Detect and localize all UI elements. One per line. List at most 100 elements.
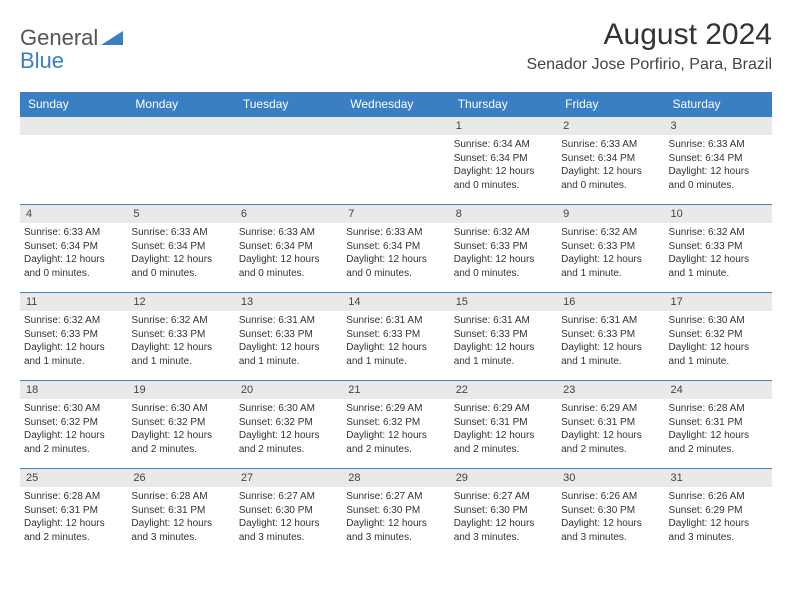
sunset-line: Sunset: 6:31 PM	[561, 416, 660, 430]
day-number: 4	[20, 205, 127, 223]
day-details: Sunrise: 6:27 AMSunset: 6:30 PMDaylight:…	[235, 487, 342, 548]
calendar-body: 1Sunrise: 6:34 AMSunset: 6:34 PMDaylight…	[20, 117, 772, 557]
sunset-line: Sunset: 6:30 PM	[454, 504, 553, 518]
sunset-line: Sunset: 6:33 PM	[561, 240, 660, 254]
calendar-cell	[342, 117, 449, 205]
sunset-line: Sunset: 6:32 PM	[239, 416, 338, 430]
calendar-cell: 8Sunrise: 6:32 AMSunset: 6:33 PMDaylight…	[450, 205, 557, 293]
calendar-cell: 13Sunrise: 6:31 AMSunset: 6:33 PMDayligh…	[235, 293, 342, 381]
daylight-line: Daylight: 12 hours and 1 minute.	[454, 341, 553, 368]
calendar-cell: 1Sunrise: 6:34 AMSunset: 6:34 PMDaylight…	[450, 117, 557, 205]
calendar-cell: 4Sunrise: 6:33 AMSunset: 6:34 PMDaylight…	[20, 205, 127, 293]
calendar-row: 25Sunrise: 6:28 AMSunset: 6:31 PMDayligh…	[20, 469, 772, 557]
calendar-cell: 21Sunrise: 6:29 AMSunset: 6:32 PMDayligh…	[342, 381, 449, 469]
day-number: 29	[450, 469, 557, 487]
sunset-line: Sunset: 6:33 PM	[561, 328, 660, 342]
sunset-line: Sunset: 6:32 PM	[24, 416, 123, 430]
calendar-header-row: SundayMondayTuesdayWednesdayThursdayFrid…	[20, 92, 772, 117]
page-title: August 2024	[527, 18, 772, 52]
weekday-header: Monday	[127, 92, 234, 117]
calendar-cell: 18Sunrise: 6:30 AMSunset: 6:32 PMDayligh…	[20, 381, 127, 469]
day-details: Sunrise: 6:29 AMSunset: 6:31 PMDaylight:…	[450, 399, 557, 460]
daylight-line: Daylight: 12 hours and 0 minutes.	[669, 165, 768, 192]
calendar-cell: 29 Sunrise: 6:27 AMSunset: 6:30 PMDayligh…	[450, 469, 557, 557]
day-details: Sunrise: 6:30 AMSunset: 6:32 PMDaylight:…	[235, 399, 342, 460]
calendar-table: SundayMondayTuesdayWednesdayThursdayFrid…	[20, 92, 772, 557]
sunrise-line: Sunrise: 6:28 AM	[669, 402, 768, 416]
daylight-line: Daylight: 12 hours and 0 minutes.	[454, 165, 553, 192]
sunset-line: Sunset: 6:30 PM	[561, 504, 660, 518]
logo-text: General Blue	[20, 26, 123, 72]
sunrise-line: Sunrise: 6:29 AM	[561, 402, 660, 416]
day-number: 22	[450, 381, 557, 399]
calendar-row: 1Sunrise: 6:34 AMSunset: 6:34 PMDaylight…	[20, 117, 772, 205]
weekday-header: Wednesday	[342, 92, 449, 117]
calendar-cell: 3Sunrise: 6:33 AMSunset: 6:34 PMDaylight…	[665, 117, 772, 205]
daylight-line: Daylight: 12 hours and 1 minute.	[561, 341, 660, 368]
day-details: Sunrise: 6:32 AMSunset: 6:33 PMDaylight:…	[557, 223, 664, 284]
day-details: Sunrise: 6:32 AMSunset: 6:33 PMDaylight:…	[665, 223, 772, 284]
sunset-line: Sunset: 6:33 PM	[131, 328, 230, 342]
day-number: 10	[665, 205, 772, 223]
daylight-line: Daylight: 12 hours and 3 minutes.	[346, 517, 445, 544]
daylight-line: Daylight: 12 hours and 2 minutes.	[24, 429, 123, 456]
weekday-header: Saturday	[665, 92, 772, 117]
daylight-line: Daylight: 12 hours and 0 minutes.	[346, 253, 445, 280]
sunset-line: Sunset: 6:31 PM	[24, 504, 123, 518]
sunset-line: Sunset: 6:33 PM	[346, 328, 445, 342]
day-details: Sunrise: 6:30 AMSunset: 6:32 PMDaylight:…	[127, 399, 234, 460]
day-details: Sunrise: 6:32 AMSunset: 6:33 PMDaylight:…	[20, 311, 127, 372]
sunrise-line: Sunrise: 6:32 AM	[131, 314, 230, 328]
day-details: Sunrise: 6:33 AMSunset: 6:34 PMDaylight:…	[235, 223, 342, 284]
sunrise-line: Sunrise: 6:29 AM	[454, 402, 553, 416]
sunrise-line: Sunrise: 6:27 AM	[454, 490, 553, 504]
day-number: 5	[127, 205, 234, 223]
calendar-cell: 2Sunrise: 6:33 AMSunset: 6:34 PMDaylight…	[557, 117, 664, 205]
day-details: Sunrise: 6:30 AMSunset: 6:32 PMDaylight:…	[20, 399, 127, 460]
day-number: 9	[557, 205, 664, 223]
day-details: Sunrise: 6:31 AMSunset: 6:33 PMDaylight:…	[557, 311, 664, 372]
day-number-empty	[127, 117, 234, 135]
day-number: 14	[342, 293, 449, 311]
day-details: Sunrise: 6:32 AMSunset: 6:33 PMDaylight:…	[450, 223, 557, 284]
sunset-line: Sunset: 6:32 PM	[669, 328, 768, 342]
sunrise-line: Sunrise: 6:33 AM	[24, 226, 123, 240]
day-number: 8	[450, 205, 557, 223]
day-details: Sunrise: 6:28 AMSunset: 6:31 PMDaylight:…	[20, 487, 127, 548]
sunrise-line: Sunrise: 6:32 AM	[561, 226, 660, 240]
sunset-line: Sunset: 6:34 PM	[239, 240, 338, 254]
calendar-row: 4Sunrise: 6:33 AMSunset: 6:34 PMDaylight…	[20, 205, 772, 293]
sunset-line: Sunset: 6:34 PM	[561, 152, 660, 166]
sunrise-line: Sunrise: 6:33 AM	[346, 226, 445, 240]
sunrise-line: Sunrise: 6:31 AM	[239, 314, 338, 328]
sunset-line: Sunset: 6:33 PM	[669, 240, 768, 254]
sunset-line: Sunset: 6:32 PM	[131, 416, 230, 430]
calendar-cell: 28Sunrise: 6:27 AMSunset: 6:30 PMDayligh…	[342, 469, 449, 557]
calendar-cell: 25Sunrise: 6:28 AMSunset: 6:31 PMDayligh…	[20, 469, 127, 557]
day-details: Sunrise: 6:27 AMSunset: 6:30 PMDaylight:…	[342, 487, 449, 548]
logo-word2: Blue	[20, 48, 64, 73]
day-number: 25	[20, 469, 127, 487]
sunrise-line: Sunrise: 6:32 AM	[24, 314, 123, 328]
sunset-line: Sunset: 6:31 PM	[131, 504, 230, 518]
sunset-line: Sunset: 6:33 PM	[24, 328, 123, 342]
calendar-cell: 5Sunrise: 6:33 AMSunset: 6:34 PMDaylight…	[127, 205, 234, 293]
sunrise-line: Sunrise: 6:27 AM	[239, 490, 338, 504]
daylight-line: Daylight: 12 hours and 2 minutes.	[454, 429, 553, 456]
calendar-cell: 12Sunrise: 6:32 AMSunset: 6:33 PMDayligh…	[127, 293, 234, 381]
weekday-header: Friday	[557, 92, 664, 117]
daylight-line: Daylight: 12 hours and 1 minute.	[239, 341, 338, 368]
day-details: Sunrise: 6:32 AMSunset: 6:33 PMDaylight:…	[127, 311, 234, 372]
sunrise-line: Sunrise: 6:31 AM	[454, 314, 553, 328]
calendar-cell: 30Sunrise: 6:26 AMSunset: 6:30 PMDayligh…	[557, 469, 664, 557]
day-number: 7	[342, 205, 449, 223]
sunrise-line: Sunrise: 6:31 AM	[346, 314, 445, 328]
day-number: 16	[557, 293, 664, 311]
daylight-line: Daylight: 12 hours and 3 minutes.	[454, 517, 553, 544]
logo-word1: General	[20, 25, 98, 50]
day-details: Sunrise: 6:30 AMSunset: 6:32 PMDaylight:…	[665, 311, 772, 372]
sunrise-line: Sunrise: 6:29 AM	[346, 402, 445, 416]
day-number: 31	[665, 469, 772, 487]
day-number: 13	[235, 293, 342, 311]
daylight-line: Daylight: 12 hours and 0 minutes.	[561, 165, 660, 192]
